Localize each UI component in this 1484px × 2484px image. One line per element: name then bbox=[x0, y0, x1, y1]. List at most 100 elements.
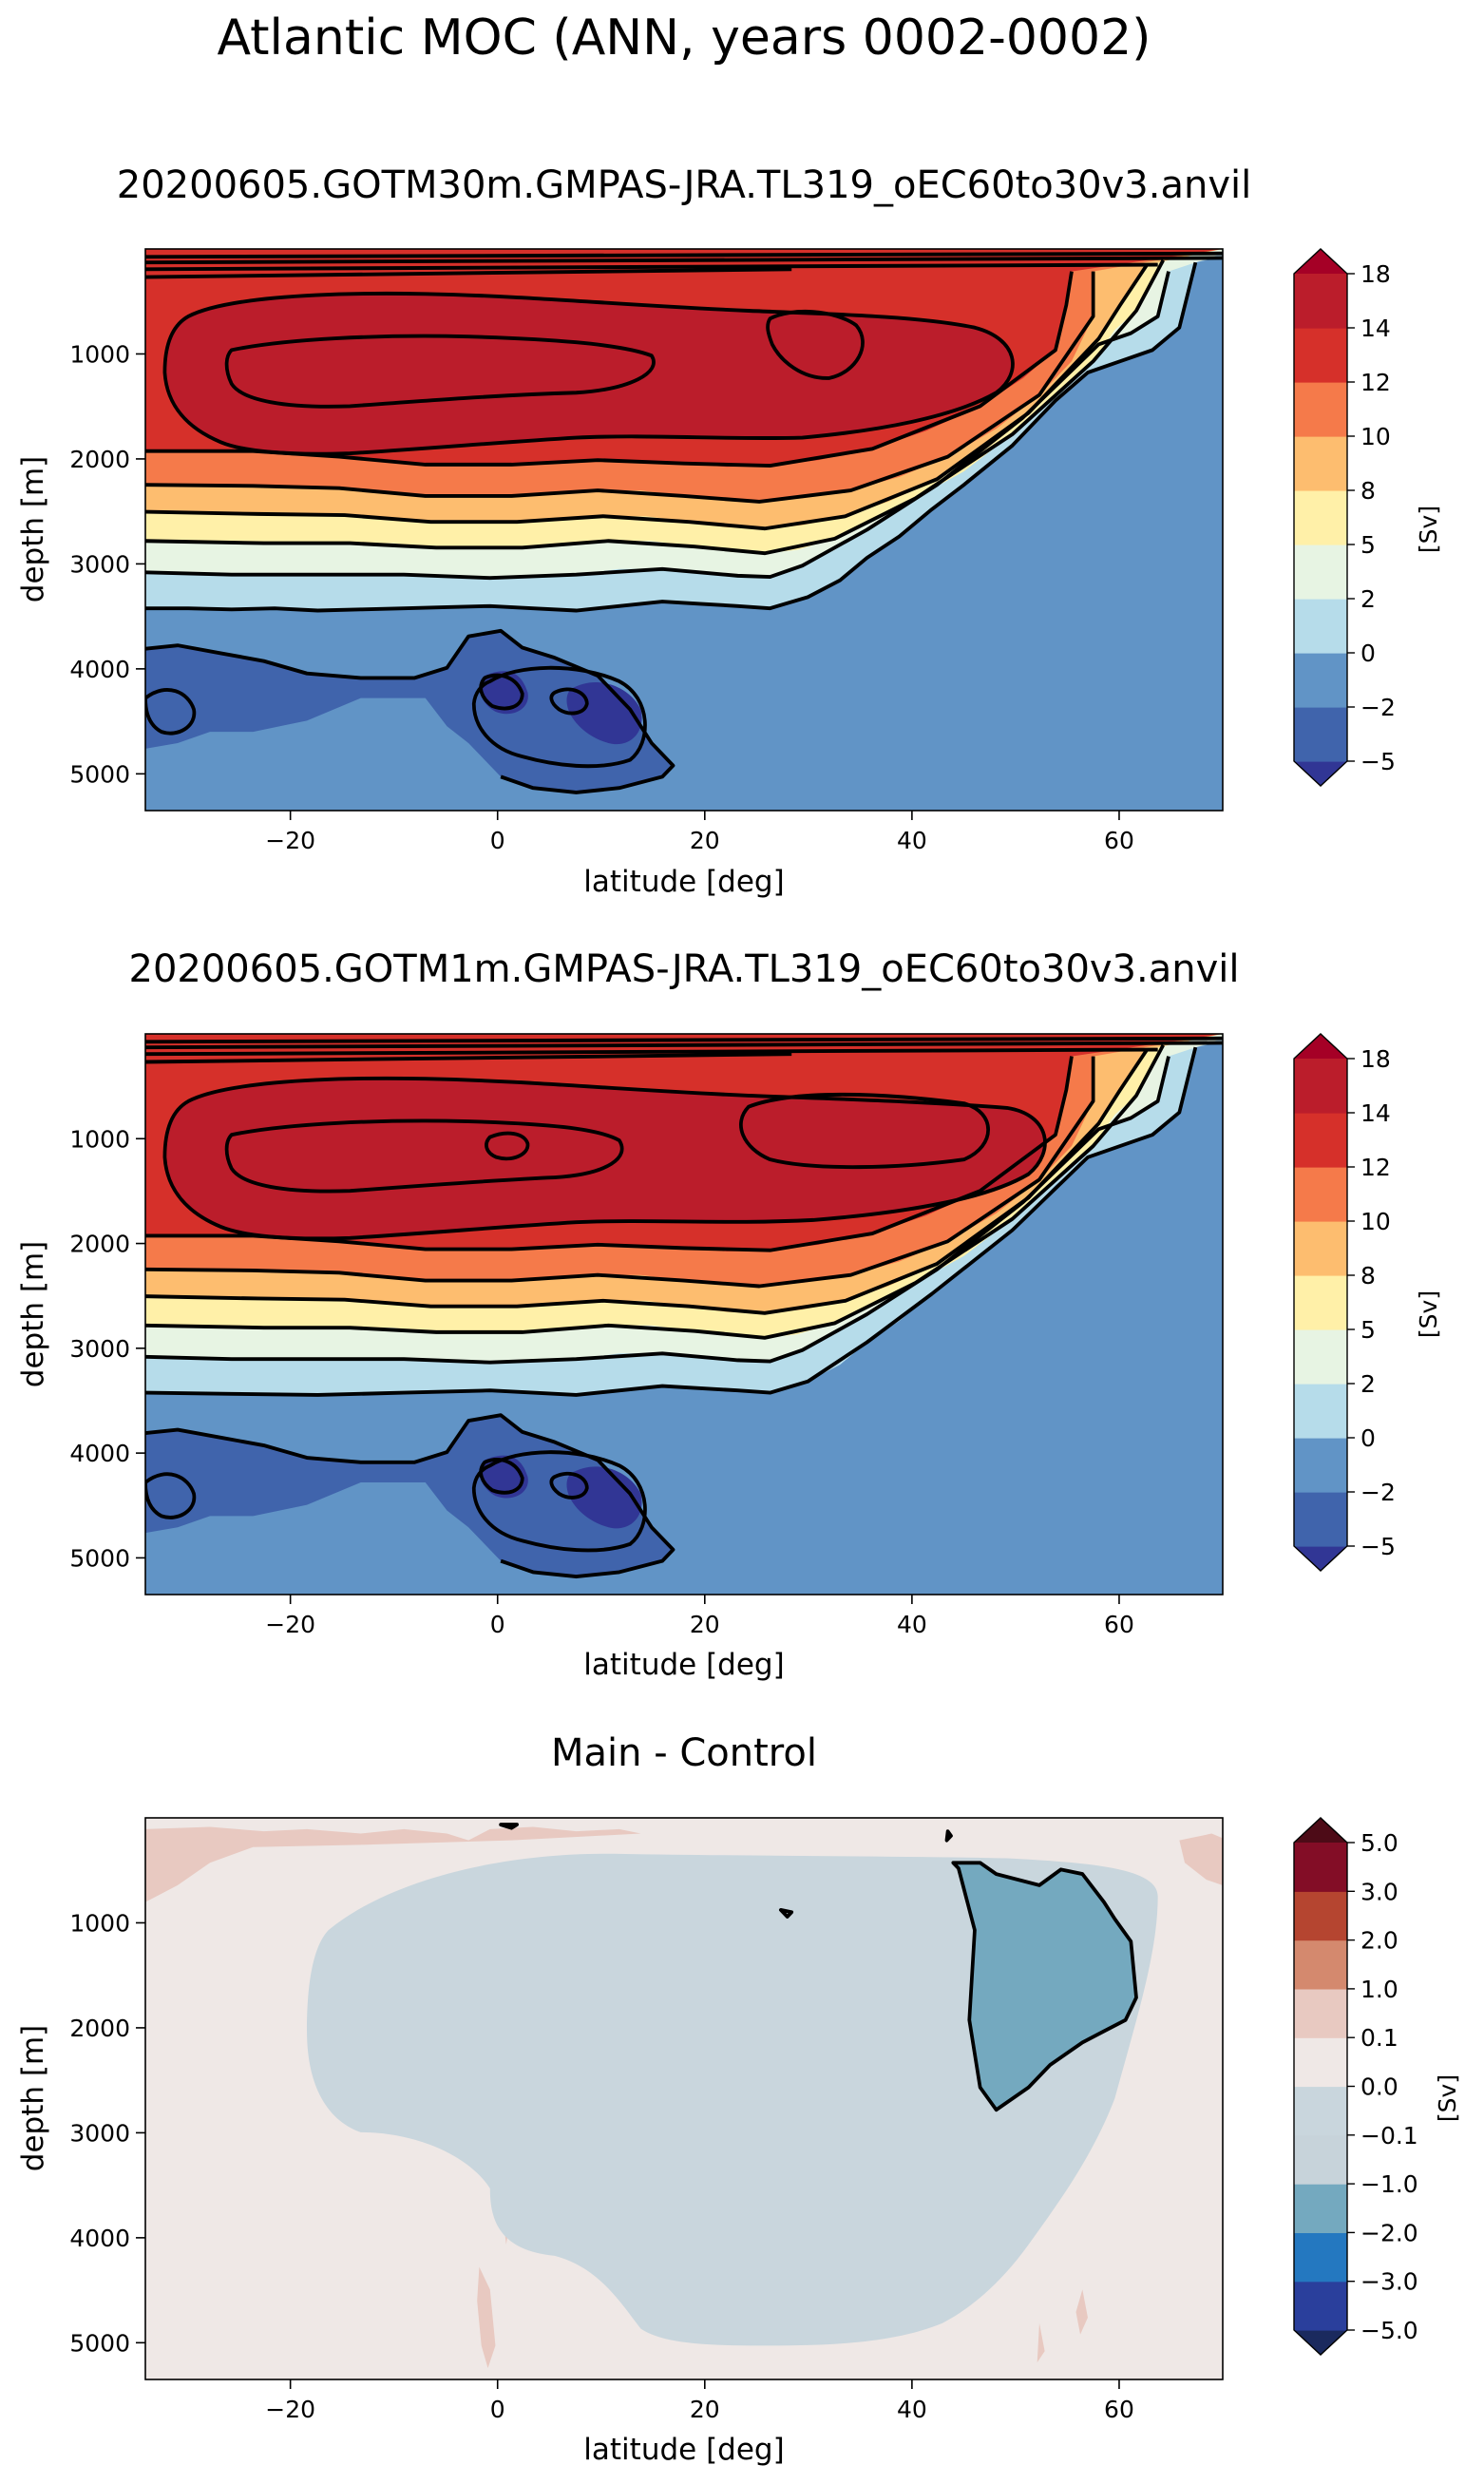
panel-2-ytick-label: 4000 bbox=[69, 1440, 130, 1467]
colorbar-tick-label: −5 bbox=[1360, 1533, 1396, 1560]
colorbar-swatch bbox=[1294, 274, 1347, 329]
colorbar-tick-label: 18 bbox=[1360, 260, 1391, 288]
colorbar-swatch bbox=[1294, 2037, 1347, 2088]
panel-1-title: 20200605.GOTM30m.GMPAS-JRA.TL319_oEC60to… bbox=[117, 163, 1251, 207]
colorbar-tick-label: −2 bbox=[1360, 694, 1396, 721]
colorbar-tick-label: 5.0 bbox=[1360, 1829, 1398, 1857]
colorbar-swatch bbox=[1294, 653, 1347, 708]
colorbar-tick-label: 1.0 bbox=[1360, 1976, 1398, 2003]
panel-1: 20200605.GOTM30m.GMPAS-JRA.TL319_oEC60to… bbox=[16, 163, 1442, 899]
colorbar-tick-label: 10 bbox=[1360, 423, 1391, 450]
panel-2-contours bbox=[145, 1036, 1223, 1579]
panel-2-colorbar-label: [Sv] bbox=[1415, 1290, 1442, 1338]
colorbar-extend-top bbox=[1294, 249, 1347, 274]
panel-2-ytick-label: 5000 bbox=[69, 1544, 130, 1572]
colorbar-swatch bbox=[1294, 436, 1347, 491]
panel-2-xtick-label: 40 bbox=[897, 1611, 927, 1638]
colorbar-tick-label: 0.1 bbox=[1360, 2024, 1398, 2052]
panel-2-xtick-label: 0 bbox=[490, 1611, 505, 1638]
panel-1-band-neg2b bbox=[145, 630, 674, 793]
colorbar-extend-top bbox=[1294, 1034, 1347, 1059]
panel-2-band-14 bbox=[164, 1078, 1045, 1239]
colorbar-swatch bbox=[1294, 1113, 1347, 1168]
panel-1-colorbar-label: [Sv] bbox=[1415, 506, 1442, 553]
colorbar-swatch bbox=[1294, 707, 1347, 762]
panel-3-xtick-label: 0 bbox=[490, 2396, 505, 2423]
colorbar-swatch bbox=[1294, 382, 1347, 437]
colorbar-tick-label: 12 bbox=[1360, 369, 1391, 396]
panel-2-xlabel: latitude [deg] bbox=[583, 1648, 784, 1682]
panel-1-xtick-label: 0 bbox=[490, 827, 505, 854]
colorbar-extend-bottom bbox=[1294, 2330, 1347, 2355]
colorbar-swatch bbox=[1294, 490, 1347, 545]
colorbar-swatch bbox=[1294, 1167, 1347, 1222]
panel-3-xtick-label: 20 bbox=[690, 2396, 720, 2423]
colorbar-swatch bbox=[1294, 599, 1347, 654]
colorbar-tick-label: −1.0 bbox=[1360, 2170, 1418, 2198]
panel-1-axes: −20 0 20 40 60 1000 2000 3000 4000 5000 bbox=[69, 340, 1133, 854]
colorbar-tick-label: 2 bbox=[1360, 585, 1376, 613]
colorbar-tick-label: −2.0 bbox=[1360, 2219, 1418, 2246]
panel-1-xtick-label: 40 bbox=[897, 827, 927, 854]
colorbar-tick-label: 0.0 bbox=[1360, 2073, 1398, 2101]
panel-3-ytick-label: 3000 bbox=[69, 2119, 130, 2147]
colorbar-tick-label: −2 bbox=[1360, 1479, 1396, 1506]
panel-2: 20200605.GOTM1m.GMPAS-JRA.TL319_oEC60to3… bbox=[16, 947, 1442, 1682]
panel-2-ylabel: depth [m] bbox=[16, 1241, 50, 1387]
panel-2-title: 20200605.GOTM1m.GMPAS-JRA.TL319_oEC60to3… bbox=[129, 947, 1240, 991]
panel-3-band-neg-medium bbox=[953, 1863, 1137, 2111]
panel-3-xtick-label: 60 bbox=[1104, 2396, 1134, 2423]
colorbar-extend-top bbox=[1294, 1818, 1347, 1843]
colorbar-tick-label: 5 bbox=[1360, 1316, 1376, 1344]
colorbar-tick-label: 10 bbox=[1360, 1208, 1391, 1235]
colorbar-swatch bbox=[1294, 1329, 1347, 1385]
panel-2-xtick-label: −20 bbox=[265, 1611, 315, 1638]
panel-1-field bbox=[145, 249, 1223, 811]
panel-1-frame bbox=[144, 248, 1224, 812]
colorbar-swatch bbox=[1294, 328, 1347, 383]
colorbar-tick-label: 5 bbox=[1360, 531, 1376, 559]
colorbar-tick-label: 3.0 bbox=[1360, 1878, 1398, 1905]
colorbar-tick-label: 8 bbox=[1360, 1262, 1376, 1290]
panel-2-xtick-label: 60 bbox=[1104, 1611, 1134, 1638]
panel-2-xtick-label: 20 bbox=[690, 1611, 720, 1638]
colorbar-tick-label: 12 bbox=[1360, 1154, 1391, 1181]
colorbar-swatch bbox=[1294, 2134, 1347, 2185]
panel-1-ylabel: depth [m] bbox=[16, 456, 50, 602]
colorbar-swatch bbox=[1294, 1891, 1347, 1941]
panel-2-band-neg2b bbox=[145, 1415, 674, 1577]
colorbar-swatch bbox=[1294, 1384, 1347, 1439]
panel-2-axes: −20 0 20 40 60 1000 2000 3000 4000 5000 bbox=[69, 1125, 1133, 1638]
panel-3-colorbar-label: [Sv] bbox=[1434, 2074, 1461, 2122]
colorbar-swatch bbox=[1294, 1438, 1347, 1493]
colorbar-tick-label: −3.0 bbox=[1360, 2268, 1418, 2296]
panel-3-ytick-label: 4000 bbox=[69, 2225, 130, 2252]
panel-3-band-pos-right bbox=[1179, 1833, 1223, 1885]
panel-1-band-14 bbox=[164, 293, 1013, 454]
panel-3-xlabel: latitude [deg] bbox=[583, 2433, 784, 2467]
colorbar-tick-label: −5.0 bbox=[1360, 2317, 1418, 2344]
colorbar-tick-label: 8 bbox=[1360, 477, 1376, 505]
panel-3-axes: −20 0 20 40 60 1000 2000 3000 4000 5000 bbox=[69, 1909, 1133, 2423]
colorbar-swatch bbox=[1294, 1492, 1347, 1547]
panel-3-colorbar: −5.0 −3.0 −2.0 −1.0 −0.1 0.0 0.1 1.0 2.0 3.0 5.0 bbox=[1293, 1817, 1418, 2356]
panel-2-colorbar: −5 −2 0 2 5 8 10 12 14 18 bbox=[1293, 1033, 1396, 1572]
colorbar-swatch bbox=[1294, 1843, 1347, 1892]
colorbar-swatch bbox=[1294, 2086, 1347, 2136]
panel-2-ytick-label: 3000 bbox=[69, 1335, 130, 1363]
panel-2-ytick-label: 2000 bbox=[69, 1231, 130, 1258]
colorbar-tick-label: 14 bbox=[1360, 315, 1391, 342]
colorbar-tick-label: 18 bbox=[1360, 1045, 1391, 1073]
panel-1-xtick-label: 60 bbox=[1104, 827, 1134, 854]
panel-3-xtick-label: −20 bbox=[265, 2396, 315, 2423]
panel-3: Main - Control −20 0 20 40 60 1000 2000 3000 400… bbox=[16, 1731, 1461, 2467]
panel-1-colorbar: −5 −2 0 2 5 8 10 12 14 18 bbox=[1293, 248, 1396, 787]
colorbar-swatch bbox=[1294, 545, 1347, 600]
panel-3-ytick-label: 1000 bbox=[69, 1909, 130, 1937]
panel-3-ylabel: depth [m] bbox=[16, 2025, 50, 2171]
colorbar-tick-label: 14 bbox=[1360, 1099, 1391, 1127]
colorbar-swatch bbox=[1294, 2232, 1347, 2283]
colorbar-tick-label: 2 bbox=[1360, 1370, 1376, 1398]
panel-2-ytick-label: 1000 bbox=[69, 1125, 130, 1153]
